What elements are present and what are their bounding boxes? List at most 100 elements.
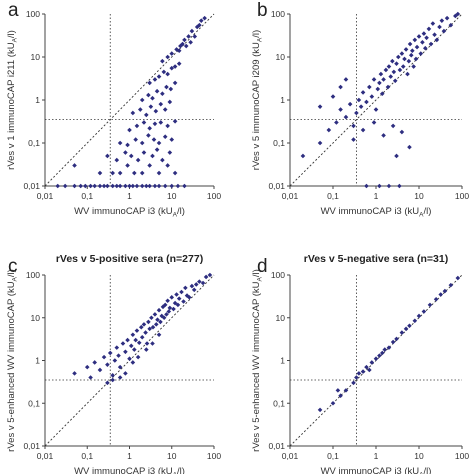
chart-3-point (364, 364, 369, 370)
chart-2-x-tick-label: 0,1 (81, 451, 93, 461)
chart-2-point (169, 295, 175, 300)
chart-2-point (197, 279, 202, 284)
chart-2-point (147, 326, 152, 332)
chart-1-point (453, 13, 458, 19)
chart-1-point (390, 123, 396, 129)
chart-0-point (141, 120, 147, 125)
chart-0-point (134, 123, 140, 129)
chart-0-point (141, 150, 147, 155)
chart-0-point (97, 183, 103, 189)
chart-2-point (97, 367, 103, 373)
chart-3-point (343, 388, 349, 393)
chart-1-x-label: WV immunoCAP i3 (kUA/l) (321, 206, 432, 219)
chart-0-point (148, 104, 154, 109)
chart-2-point (150, 324, 156, 330)
chart-2-point (203, 274, 209, 280)
chart-0-point (165, 54, 170, 60)
chart-1-point (343, 114, 349, 120)
chart-1-panel: 0,01 0,1 1 10 100 0,01 0,1 1 10 100 WV immunoCAP i… (251, 0, 469, 219)
chart-1-y-label: rVes v 5 immunoCAP i209 (kUA/l) (251, 30, 264, 170)
chart-2-point (183, 285, 188, 291)
chart-1-point (448, 22, 454, 28)
chart-2-point (127, 356, 132, 362)
chart-1-point (358, 104, 364, 109)
chart-1-y-tick-label: 100 (271, 9, 285, 19)
chart-2-point (110, 377, 115, 383)
chart-3-panel: 0,01 0,1 1 10 100 0,01 0,1 1 10 100 WV immunoCAP i… (251, 253, 469, 474)
chart-0-point (154, 88, 160, 94)
chart-2-point (116, 353, 121, 358)
chart-3-point (386, 345, 392, 350)
chart-2-point (161, 315, 167, 321)
chart-0-point (130, 110, 136, 116)
chart-2-point (184, 293, 190, 298)
chart-2-point (191, 287, 197, 293)
chart-0-point (169, 183, 175, 189)
chart-0-point (182, 37, 187, 43)
chart-2-panel: 0,01 0,1 1 10 100 0,01 0,1 1 10 100 WV immunoCAP i… (6, 253, 221, 474)
chart-0-point (183, 43, 189, 49)
chart-0-point (160, 91, 165, 97)
chart-0-y-tick-label: 0,1 (28, 138, 40, 148)
chart-1-point (407, 41, 413, 47)
chart-0-point (162, 107, 168, 112)
chart-1-point (360, 90, 366, 95)
chart-1-point (392, 78, 398, 84)
chart-0-point (72, 183, 77, 189)
chart-1-point (428, 41, 434, 47)
chart-0-point (125, 142, 130, 148)
chart-1-point (413, 56, 419, 62)
chart-2-point (84, 364, 90, 370)
chart-3-point (403, 326, 409, 332)
chart-1-x-tick-label: 0,1 (327, 191, 339, 201)
chart-1-point (410, 48, 415, 54)
chart-1-point (343, 77, 349, 82)
chart-2-x-tick-label: 10 (167, 451, 177, 461)
chart-3-y-tick-label: 1 (280, 356, 285, 366)
chart-2-point (153, 322, 159, 327)
chart-0-point (151, 137, 157, 142)
chart-1-point (414, 44, 420, 50)
chart-0-point (172, 118, 178, 124)
chart-1-point (390, 58, 395, 64)
chart-0-point (139, 97, 145, 103)
chart-0-point (189, 28, 195, 34)
chart-2-point (101, 354, 107, 360)
chart-0-x-label: WV immunoCAP i3 (kUA/l) (74, 206, 185, 219)
chart-2-point (186, 295, 192, 300)
chart-0-point (165, 71, 170, 77)
chart-1-point (403, 47, 409, 52)
chart-1-point (388, 74, 394, 79)
chart-2-y-tick-label: 100 (26, 270, 40, 280)
chart-3-panel-letter: d (257, 256, 268, 277)
chart-2-y-tick-label: 0,1 (28, 398, 40, 408)
chart-0-point (202, 15, 207, 21)
chart-0-point (117, 140, 123, 146)
chart-1-point (408, 52, 414, 58)
chart-0-point (172, 64, 178, 69)
chart-0-point (127, 183, 132, 189)
chart-0-point (167, 99, 173, 105)
chart-2-point (132, 347, 137, 352)
chart-1-point (394, 153, 399, 159)
chart-1-point (351, 123, 356, 129)
chart-0-x-tick-label: 1 (127, 191, 132, 201)
chart-1-point (377, 183, 382, 189)
chart-2-point (176, 296, 182, 301)
chart-0-point (172, 80, 178, 86)
chart-1-point (422, 45, 428, 51)
chart-3-point (416, 313, 422, 319)
chart-0-x-tick-label: 0,01 (37, 191, 54, 201)
chart-0-point (139, 170, 145, 176)
chart-3-x-tick-label: 1 (374, 451, 379, 461)
chart-1-point (383, 67, 389, 73)
chart-1-diagonal-line (289, 13, 463, 187)
chart-0-point (197, 22, 202, 28)
chart-3-x-tick-label: 0,01 (282, 451, 299, 461)
chart-0-point (146, 92, 151, 98)
chart-0-point (172, 170, 178, 176)
chart-1-point (394, 61, 399, 66)
chart-1-point (420, 39, 425, 45)
chart-2-point (123, 371, 128, 376)
